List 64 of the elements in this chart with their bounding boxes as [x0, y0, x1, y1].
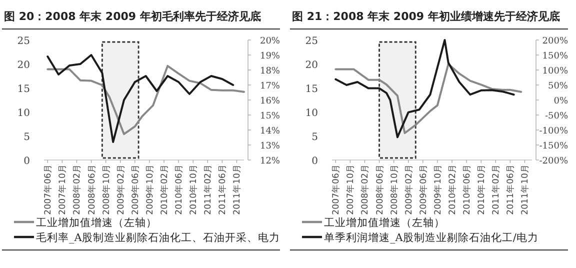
y2-tick-label: 15% — [260, 112, 280, 122]
y-tick-label: 5 — [24, 132, 30, 143]
x-tick-label: 2011年02月 — [490, 164, 502, 215]
x-tick-label: 2007年06月 — [42, 164, 54, 215]
y-tick-label: 15 — [305, 84, 318, 95]
y-tick-label: 15 — [17, 84, 30, 95]
y-tick-label: 10 — [17, 108, 30, 119]
x-tick-label: 2011年02月 — [202, 164, 214, 215]
x-tick-label: 2009年10月 — [432, 164, 444, 215]
y-tick-label: 20 — [305, 60, 318, 71]
y2-tick-label: 200% — [542, 36, 568, 46]
legend-label: 单季利润增速_A股制造业剔除石油化工/电力 — [324, 231, 538, 244]
x-tick-label: 2008年02月 — [72, 164, 83, 215]
x-tick-label: 2011年06月 — [505, 164, 516, 215]
x-tick-label: 2010年06月 — [174, 164, 185, 215]
legend-label: 工业增加值增速（左轴） — [324, 216, 445, 229]
legend-label: 毛利率_A股制造业剔除石油化工、石油开采、电力 — [36, 231, 280, 244]
y2-tick-label: 13% — [260, 142, 280, 152]
y2-tick-label: 19% — [260, 52, 280, 62]
x-tick-label: 2010年10月 — [476, 164, 488, 215]
y2-tick-label: 100% — [542, 66, 568, 76]
y-tick-label: 10 — [305, 108, 318, 119]
y2-tick-label: 18% — [260, 66, 280, 76]
y2-tick-label: 16% — [260, 96, 280, 106]
y-tick-label: 5 — [312, 132, 318, 143]
y2-tick-label: 12% — [260, 156, 280, 166]
y-tick-label: 25 — [17, 36, 30, 47]
x-tick-label: 2008年06月 — [374, 164, 386, 215]
x-tick-label: 2008年02月 — [360, 164, 371, 215]
x-tick-label: 2007年06月 — [330, 164, 342, 215]
y2-tick-label: -50% — [544, 112, 568, 122]
y2-tick-label: -100% — [539, 126, 568, 136]
y-tick-label: 0 — [24, 156, 30, 167]
y2-tick-label: 150% — [542, 52, 568, 62]
chart-title: 图 21：2008 年末 2009 年初业绩增速先于经济见底 — [292, 10, 560, 23]
y2-tick-label: 17% — [260, 82, 280, 92]
x-tick-label: 2008年10月 — [388, 164, 400, 215]
y-tick-label: 20 — [17, 60, 30, 71]
x-tick-label: 2009年06月 — [130, 164, 141, 215]
x-tick-label: 2011年06月 — [217, 164, 228, 215]
x-tick-label: 2008年06月 — [86, 164, 98, 215]
x-tick-label: 2007年10月 — [57, 164, 68, 215]
legend-label: 工业增加值增速（左轴） — [36, 216, 157, 229]
x-tick-label: 2011年10月 — [520, 164, 531, 215]
x-tick-label: 2008年10月 — [100, 164, 112, 215]
x-tick-label: 2009年06月 — [418, 164, 429, 215]
y2-tick-label: 0% — [554, 96, 568, 106]
x-tick-label: 2009年10月 — [144, 164, 156, 215]
y2-tick-label: 14% — [260, 126, 280, 136]
y2-tick-label: -150% — [539, 142, 568, 152]
x-tick-label: 2009年02月 — [403, 164, 414, 215]
x-tick-label: 2010年02月 — [447, 164, 458, 215]
x-tick-label: 2007年10月 — [345, 164, 356, 215]
y-tick-label: 0 — [312, 156, 318, 167]
chart-title: 图 20：2008 年末 2009 年初毛利率先于经济见底 — [4, 10, 261, 23]
y2-tick-label: 50% — [548, 82, 568, 92]
y2-tick-label: -200% — [539, 156, 568, 166]
x-tick-label: 2011年10月 — [232, 164, 243, 215]
x-tick-label: 2010年06月 — [462, 164, 473, 215]
x-tick-label: 2010年02月 — [159, 164, 170, 215]
y-tick-label: 25 — [305, 36, 318, 47]
y2-tick-label: 20% — [260, 36, 280, 46]
x-tick-label: 2010年10月 — [188, 164, 200, 215]
x-tick-label: 2009年02月 — [115, 164, 126, 215]
